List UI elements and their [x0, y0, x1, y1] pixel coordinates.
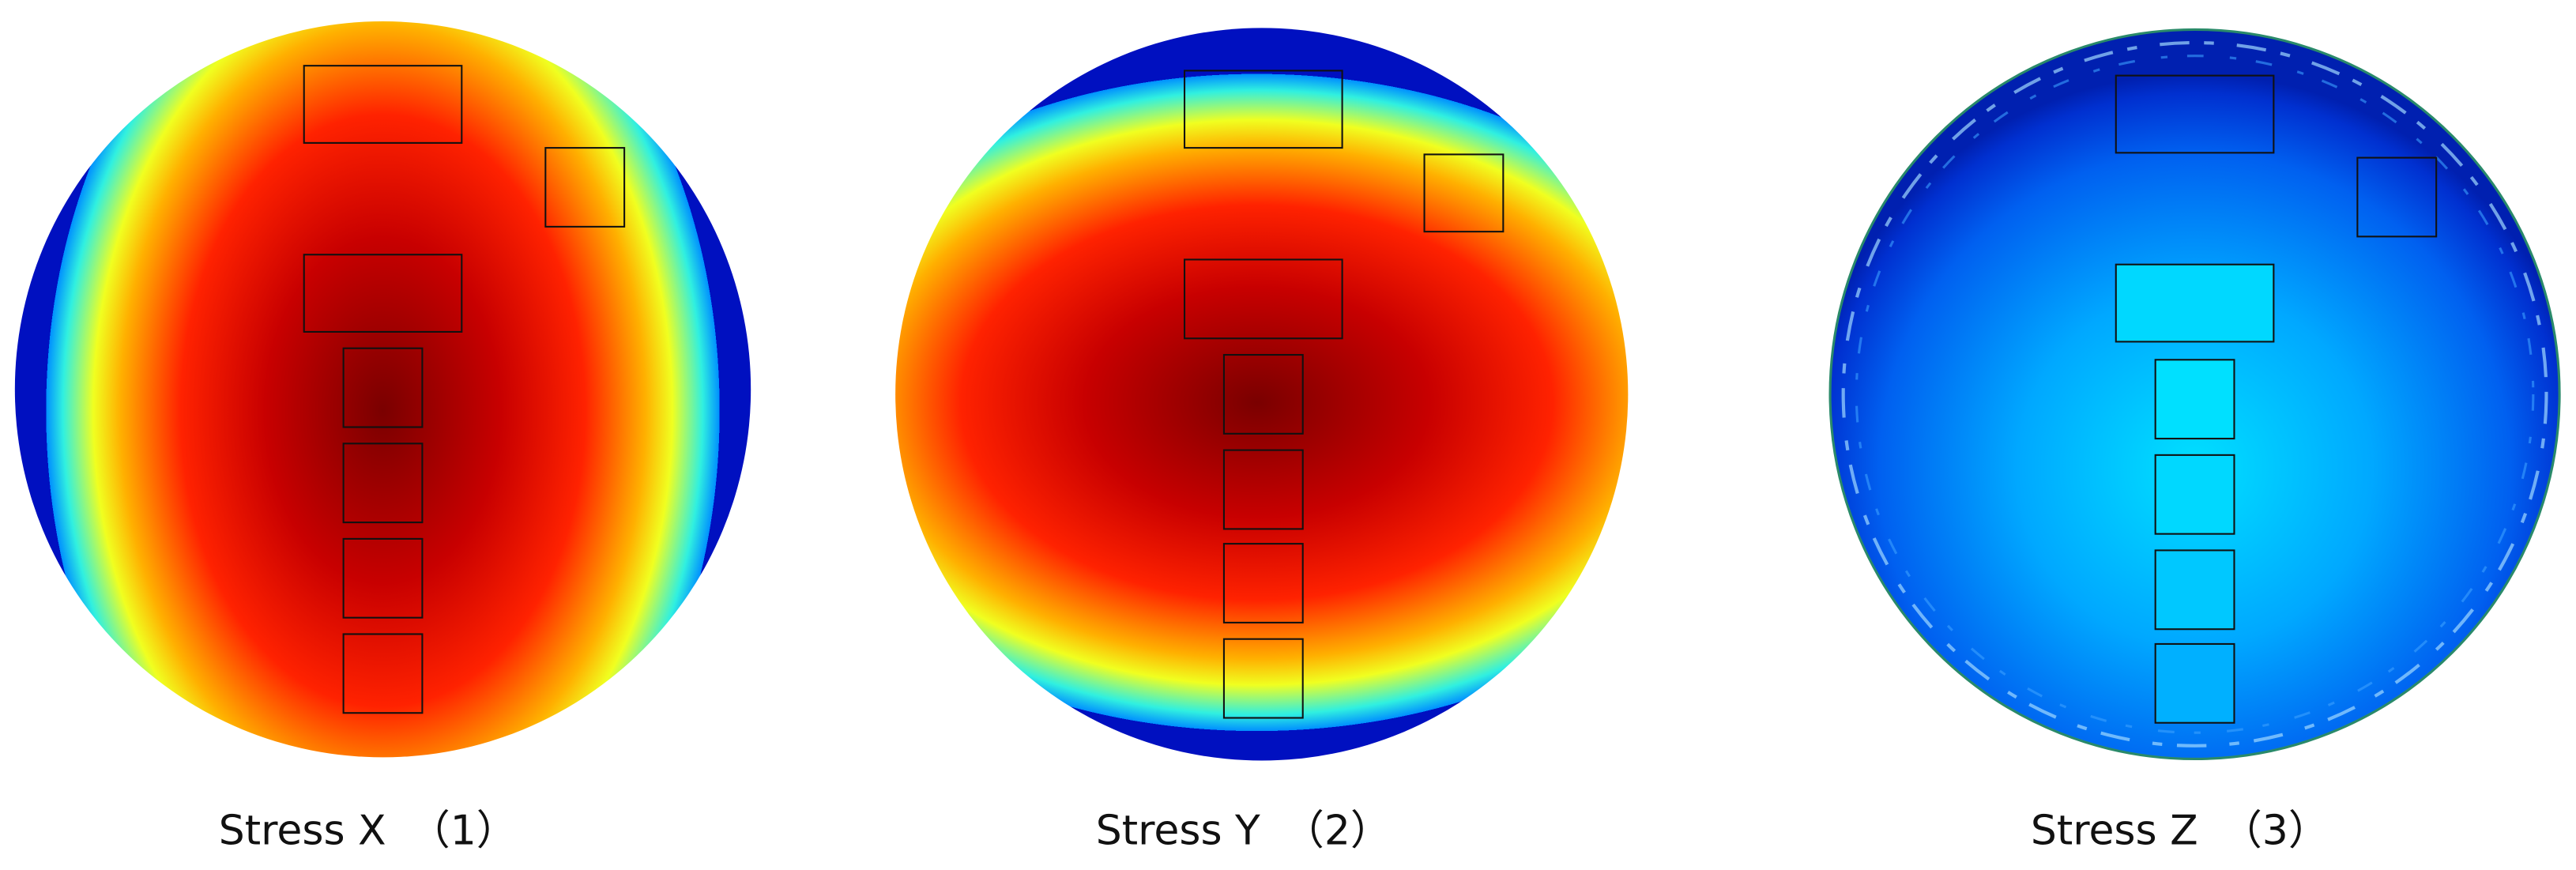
caption-text: Stress X — [219, 808, 386, 855]
region-box — [2154, 359, 2235, 440]
region-box — [2115, 74, 2275, 154]
panel-stress-z: Stress Z （3） — [1828, 28, 2561, 855]
region-box — [303, 254, 463, 333]
region-box — [1222, 543, 1304, 623]
caption-number: （3） — [2221, 808, 2329, 855]
region-box — [2154, 642, 2235, 724]
caption: Stress X （1） — [219, 808, 518, 855]
caption-number: （1） — [409, 808, 518, 855]
region-box — [1183, 258, 1343, 340]
caption-text: Stress Y — [1096, 808, 1260, 855]
region-box — [2154, 549, 2235, 631]
region-box — [1222, 449, 1304, 530]
caption: Stress Y （2） — [1096, 808, 1392, 855]
region-box — [1222, 638, 1304, 719]
region-box — [2356, 156, 2438, 238]
caption-number: （2） — [1283, 808, 1392, 855]
region-box — [303, 65, 463, 144]
panel-stress-y: Stress Y （2） — [895, 28, 1629, 855]
region-box — [1222, 354, 1304, 435]
region-box — [1183, 70, 1343, 149]
region-box — [342, 347, 424, 428]
region-box — [1423, 153, 1505, 233]
caption-text: Stress Z — [2031, 808, 2198, 855]
caption: Stress Z （3） — [2031, 808, 2329, 855]
stress-map — [895, 28, 1629, 761]
edge-ripple — [1841, 40, 2548, 748]
region-box — [2115, 263, 2275, 343]
region-box — [342, 443, 424, 524]
region-box — [342, 633, 424, 714]
region-box — [2154, 454, 2235, 535]
region-box — [544, 147, 626, 228]
region-box — [342, 537, 424, 619]
edge-ripple — [1855, 55, 2535, 734]
panel-stress-x: Stress X （1） — [14, 21, 751, 855]
stress-map — [14, 21, 751, 758]
